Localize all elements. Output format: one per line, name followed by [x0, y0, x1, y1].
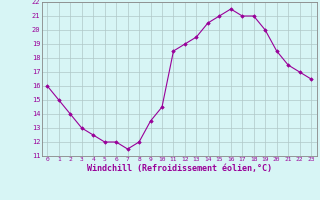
- X-axis label: Windchill (Refroidissement éolien,°C): Windchill (Refroidissement éolien,°C): [87, 164, 272, 173]
